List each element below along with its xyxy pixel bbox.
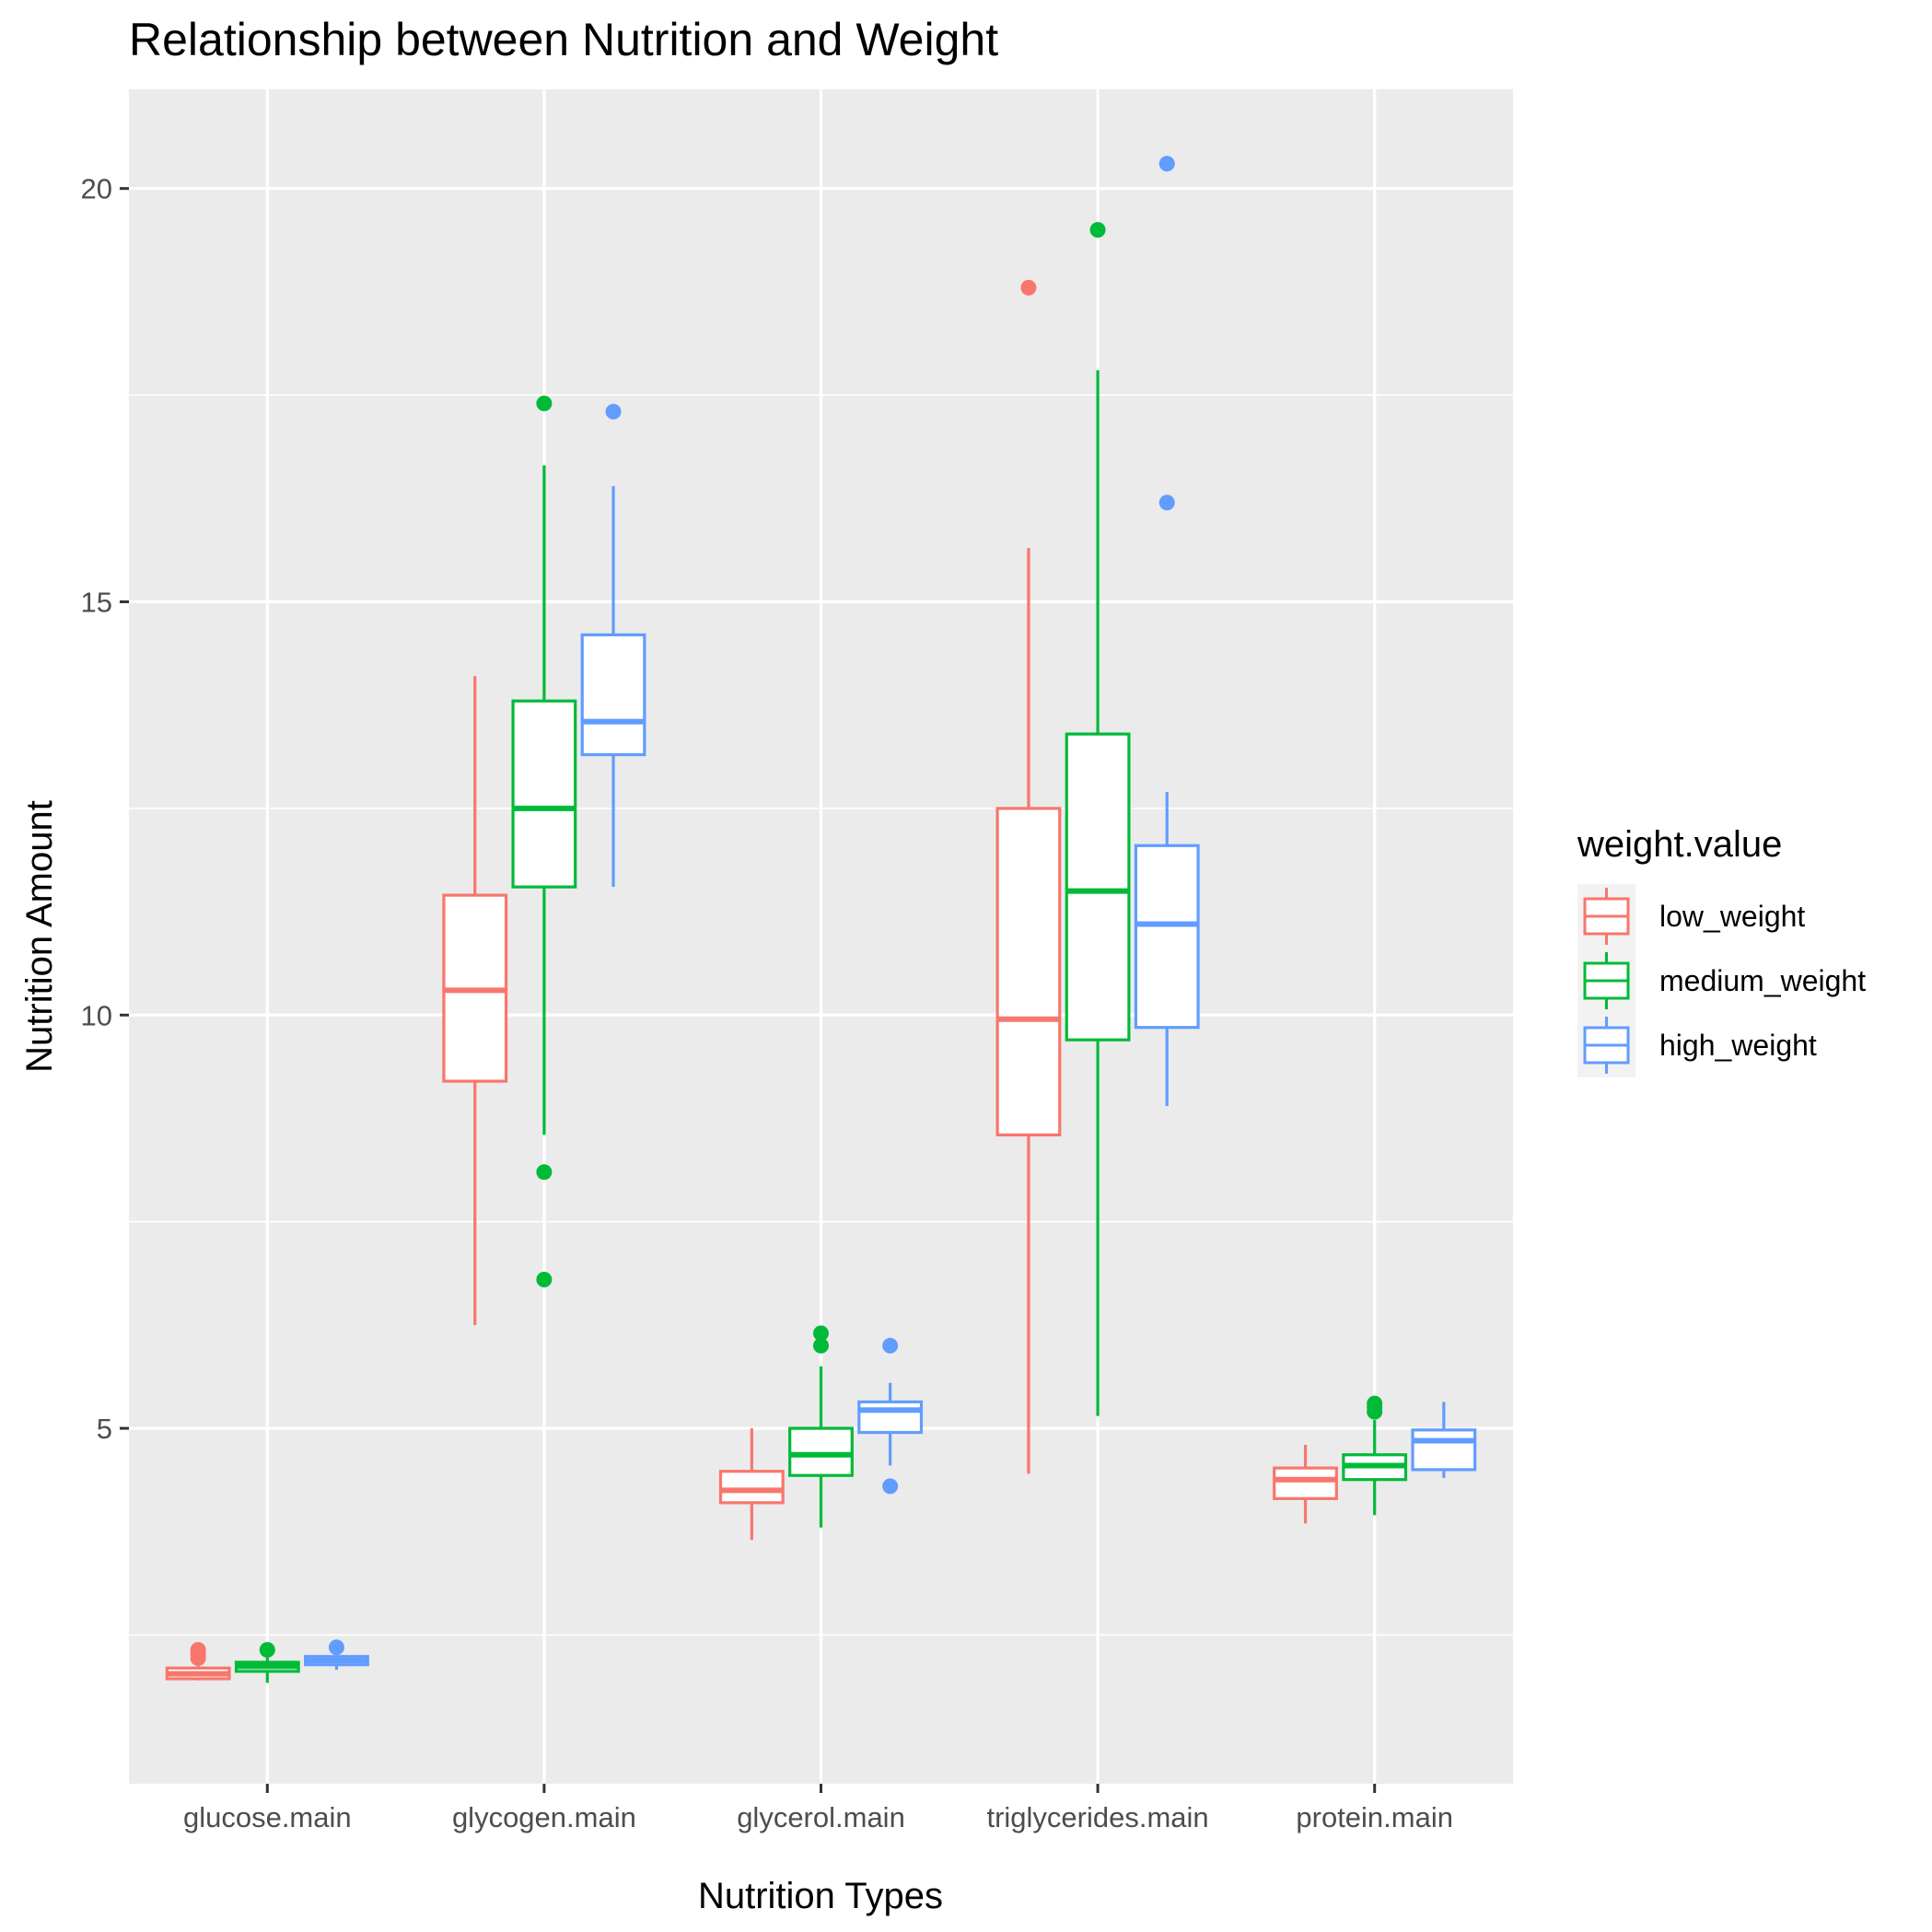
outlier-point [813, 1325, 829, 1342]
x-axis: glucose.main glycogen.main glycerol.main tr… [183, 1784, 1453, 1833]
box-layer [165, 156, 1477, 1683]
box-medium_weight-glycogen.main [511, 395, 577, 1287]
x-tick-label: protein.main [1296, 1801, 1453, 1833]
legend-label: high_weight [1659, 1029, 1817, 1062]
box-body [995, 807, 1062, 1137]
box-high_weight-glycerol.main [857, 1337, 924, 1495]
box-body [580, 633, 646, 757]
box-high_weight-glycogen.main [580, 403, 646, 888]
outlier-point [882, 1337, 899, 1354]
box-medium_weight-glucose.main [234, 1642, 300, 1683]
y-tick-label: 20 [81, 173, 112, 205]
outlier-point [605, 403, 622, 420]
box-low_weight-glycerol.main [718, 1428, 785, 1541]
outlier-point [536, 1164, 553, 1181]
outlier-point [1158, 495, 1175, 511]
y-axis: 5 10 15 20 [81, 173, 129, 1445]
box-body [857, 1400, 924, 1435]
outlier-point [1158, 156, 1175, 172]
legend-label: low_weight [1659, 900, 1805, 933]
legend-item-medium_weight: medium_weight [1577, 949, 1866, 1013]
box-high_weight-glucose.main [304, 1639, 369, 1670]
outlier-point [328, 1639, 344, 1656]
x-tick-label: glycogen.main [452, 1801, 636, 1833]
outlier-point [1089, 222, 1106, 239]
x-tick-label: glucose.main [183, 1801, 352, 1833]
outlier-point [813, 1337, 829, 1354]
box-low_weight-glucose.main [165, 1642, 231, 1681]
outlier-point [1367, 1395, 1383, 1412]
legend: weight.value low_weight medium_weighthigh… [1577, 824, 1866, 1077]
chart-title: Relationship between Nutrition and Weigh… [129, 14, 998, 65]
box-low_weight-glycogen.main [442, 676, 508, 1325]
box-body [1134, 844, 1200, 1030]
x-axis-title: Nutrition Types [698, 1876, 943, 1916]
box-body [511, 699, 577, 889]
outlier-point [190, 1642, 206, 1658]
outlier-point [259, 1642, 275, 1658]
box-low_weight-protein.main [1273, 1445, 1338, 1524]
box-medium_weight-triglycerides.main [1065, 222, 1131, 1416]
y-axis-title: Nutrition Amount [19, 800, 60, 1073]
y-tick-label: 10 [81, 999, 112, 1031]
box-medium_weight-protein.main [1342, 1395, 1408, 1516]
box-body [718, 1470, 785, 1505]
box-body [1065, 732, 1131, 1042]
box-medium_weight-glycerol.main [788, 1325, 854, 1528]
x-tick-label: glycerol.main [737, 1801, 905, 1833]
outlier-point [536, 1271, 553, 1287]
x-tick-label: triglycerides.main [986, 1801, 1208, 1833]
box-body [1273, 1466, 1338, 1500]
y-tick-label: 15 [81, 586, 112, 618]
box-body [788, 1426, 854, 1477]
legend-item-low_weight: low_weight [1577, 884, 1805, 949]
legend-item-high_weight: high_weight [1577, 1013, 1817, 1077]
legend-label: medium_weight [1659, 964, 1866, 997]
box-high_weight-protein.main [1411, 1402, 1477, 1478]
legend-title: weight.value [1577, 824, 1782, 865]
box-high_weight-triglycerides.main [1134, 156, 1200, 1106]
outlier-point [1020, 279, 1037, 296]
outlier-point [882, 1478, 899, 1495]
box-body [1411, 1428, 1477, 1472]
box-low_weight-triglycerides.main [995, 279, 1062, 1474]
outlier-point [536, 395, 553, 412]
y-tick-label: 5 [97, 1413, 112, 1445]
